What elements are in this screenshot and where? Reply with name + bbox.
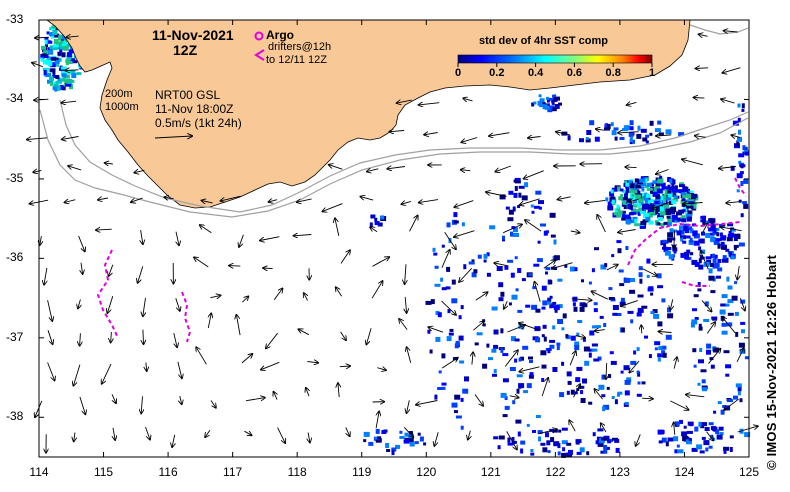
x-tick-label: 119 [352,465,372,479]
colorbar-tick-label: 0.8 [605,67,621,79]
x-tick-label: 116 [158,465,178,479]
map-date: 11-Nov-2021 [152,27,234,43]
current-scale-label: 0.5m/s (1kt 24h) [155,116,242,130]
isobath-1000-label: 1000m [105,101,139,113]
y-tick-label: -34 [6,91,24,106]
isobath-200-label: 200m [105,88,133,100]
current-vectors [27,31,758,453]
current-time-label: 11-Nov 18:00Z [155,102,234,116]
x-tick-label: 124 [674,465,695,479]
land-australia [39,19,691,209]
colorbar-tick-label: 0.6 [566,67,583,79]
y-tick-label: -38 [6,409,24,424]
drifters-label: drifters@12h [268,41,332,53]
x-tick-label: 118 [287,465,307,479]
colorbar-tick-label: 0 [454,67,462,79]
colorbar-tick-label: 0.2 [489,67,505,79]
isobath-lines [39,24,749,218]
x-tick-label: 121 [480,465,501,479]
argo-symbol [254,31,264,41]
colorbar-ticks [457,63,653,67]
drifter-tracks [96,177,747,343]
credit-text: © IMOS 15-Nov-2021 12:26 Hobart [764,254,779,470]
colorbar-tick-label: 1 [648,67,656,79]
y-tick-label: -37 [6,329,24,344]
axis-ticks [38,19,750,457]
drifters-to-label: to 12/11 12Z [266,54,327,66]
x-tick-label: 117 [223,465,243,479]
x-tick-label: 122 [545,465,566,479]
colorbar-tick-label: 0.4 [527,67,544,79]
argo-label: Argo [266,28,294,42]
x-tick-label: 123 [609,465,630,479]
drifter-symbol [254,49,265,61]
x-tick-label: 114 [29,465,49,479]
colorbar [457,54,653,64]
plot-frame [38,19,750,458]
x-tick-label: 120 [416,465,437,479]
x-tick-label: 125 [739,465,760,479]
scale-arrow [154,136,192,138]
y-tick-label: -36 [6,250,24,265]
x-tick-label: 115 [93,465,114,479]
current-model-label: NRT00 GSL [155,88,221,102]
y-tick-label: -35 [6,170,24,185]
y-tick-label: -33 [6,12,24,26]
map-hour: 12Z [173,42,198,58]
colorbar-title: std dev of 4hr SST comp [479,35,608,47]
